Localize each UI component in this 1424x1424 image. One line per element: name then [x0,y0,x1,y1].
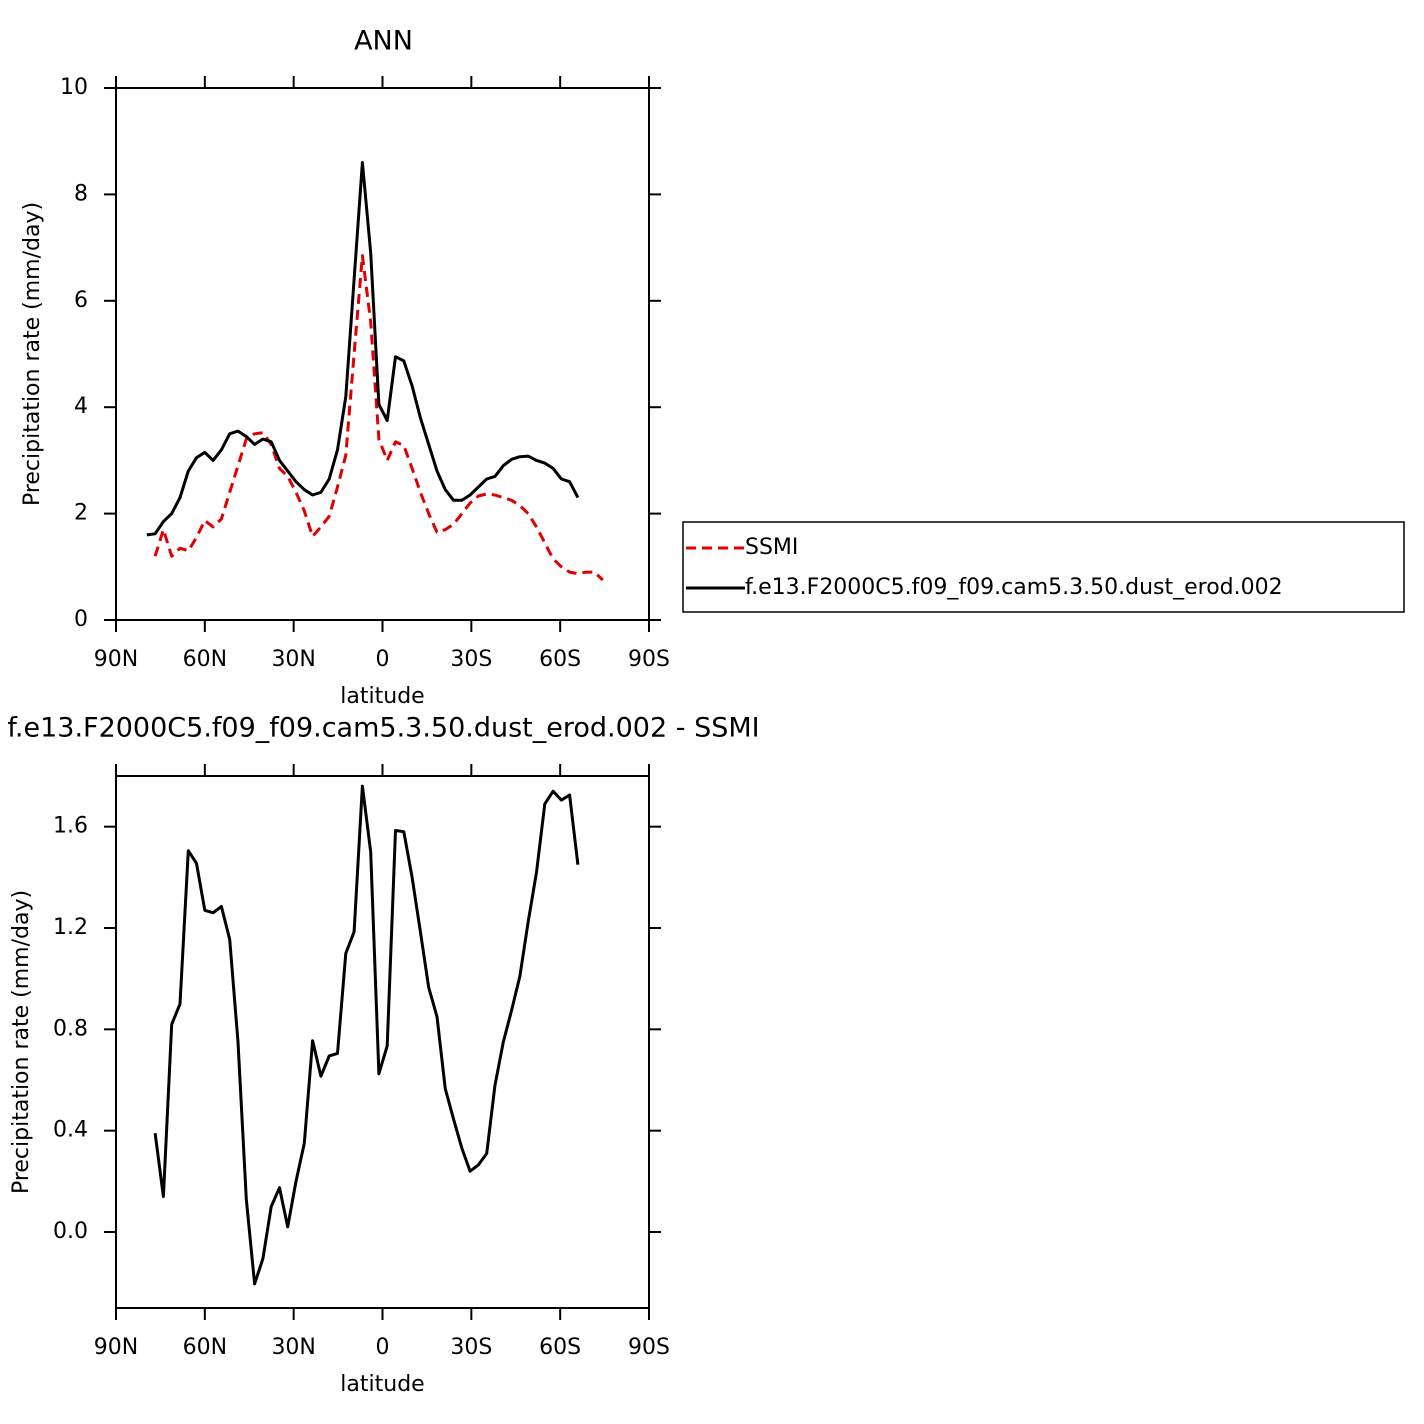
x-tick-label: 30N [271,1335,315,1360]
x-tick-label: 60S [539,647,581,672]
y-tick-label: 0.8 [53,1016,88,1041]
legend-box [682,521,1405,613]
y-tick-label: 1.2 [53,915,88,940]
y-tick-label: 6 [74,288,88,313]
plot-frame [115,775,650,1309]
plot-frame [115,87,650,621]
x-tick-label: 0 [376,1335,390,1360]
data-line [153,784,580,1286]
x-tick-label: 0 [376,647,390,672]
x-tick-label: 90N [94,647,138,672]
chart-title: ANN [354,26,413,57]
x-axis-label: latitude [340,684,424,709]
y-axis-label: Precipitation rate (mm/day) [20,202,45,506]
x-tick-label: 30S [450,647,492,672]
x-axis-label: latitude [340,1372,424,1397]
y-tick-label: 0 [74,607,88,632]
data-line [146,161,580,537]
x-tick-label: 60N [183,1335,227,1360]
x-tick-label: 30N [271,647,315,672]
chart-title: f.e13.F2000C5.f09_f09.cam5.3.50.dust_ero… [7,713,759,744]
y-tick-label: 4 [74,394,88,419]
legend-label: f.e13.F2000C5.f09_f09.cam5.3.50.dust_ero… [745,575,1283,600]
y-tick-label: 10 [60,75,88,100]
legend-label: SSMI [745,535,798,560]
y-tick-label: 0.0 [53,1219,88,1244]
x-tick-label: 60N [183,647,227,672]
y-axis-label: Precipitation rate (mm/day) [9,890,34,1194]
x-tick-label: 90N [94,1335,138,1360]
y-tick-label: 1.6 [53,814,88,839]
y-tick-label: 0.4 [53,1118,88,1143]
y-tick-label: 8 [74,181,88,206]
x-tick-label: 90S [628,1335,670,1360]
data-line [153,254,604,582]
x-tick-label: 60S [539,1335,581,1360]
y-tick-label: 2 [74,501,88,526]
x-tick-label: 30S [450,1335,492,1360]
x-tick-label: 90S [628,647,670,672]
